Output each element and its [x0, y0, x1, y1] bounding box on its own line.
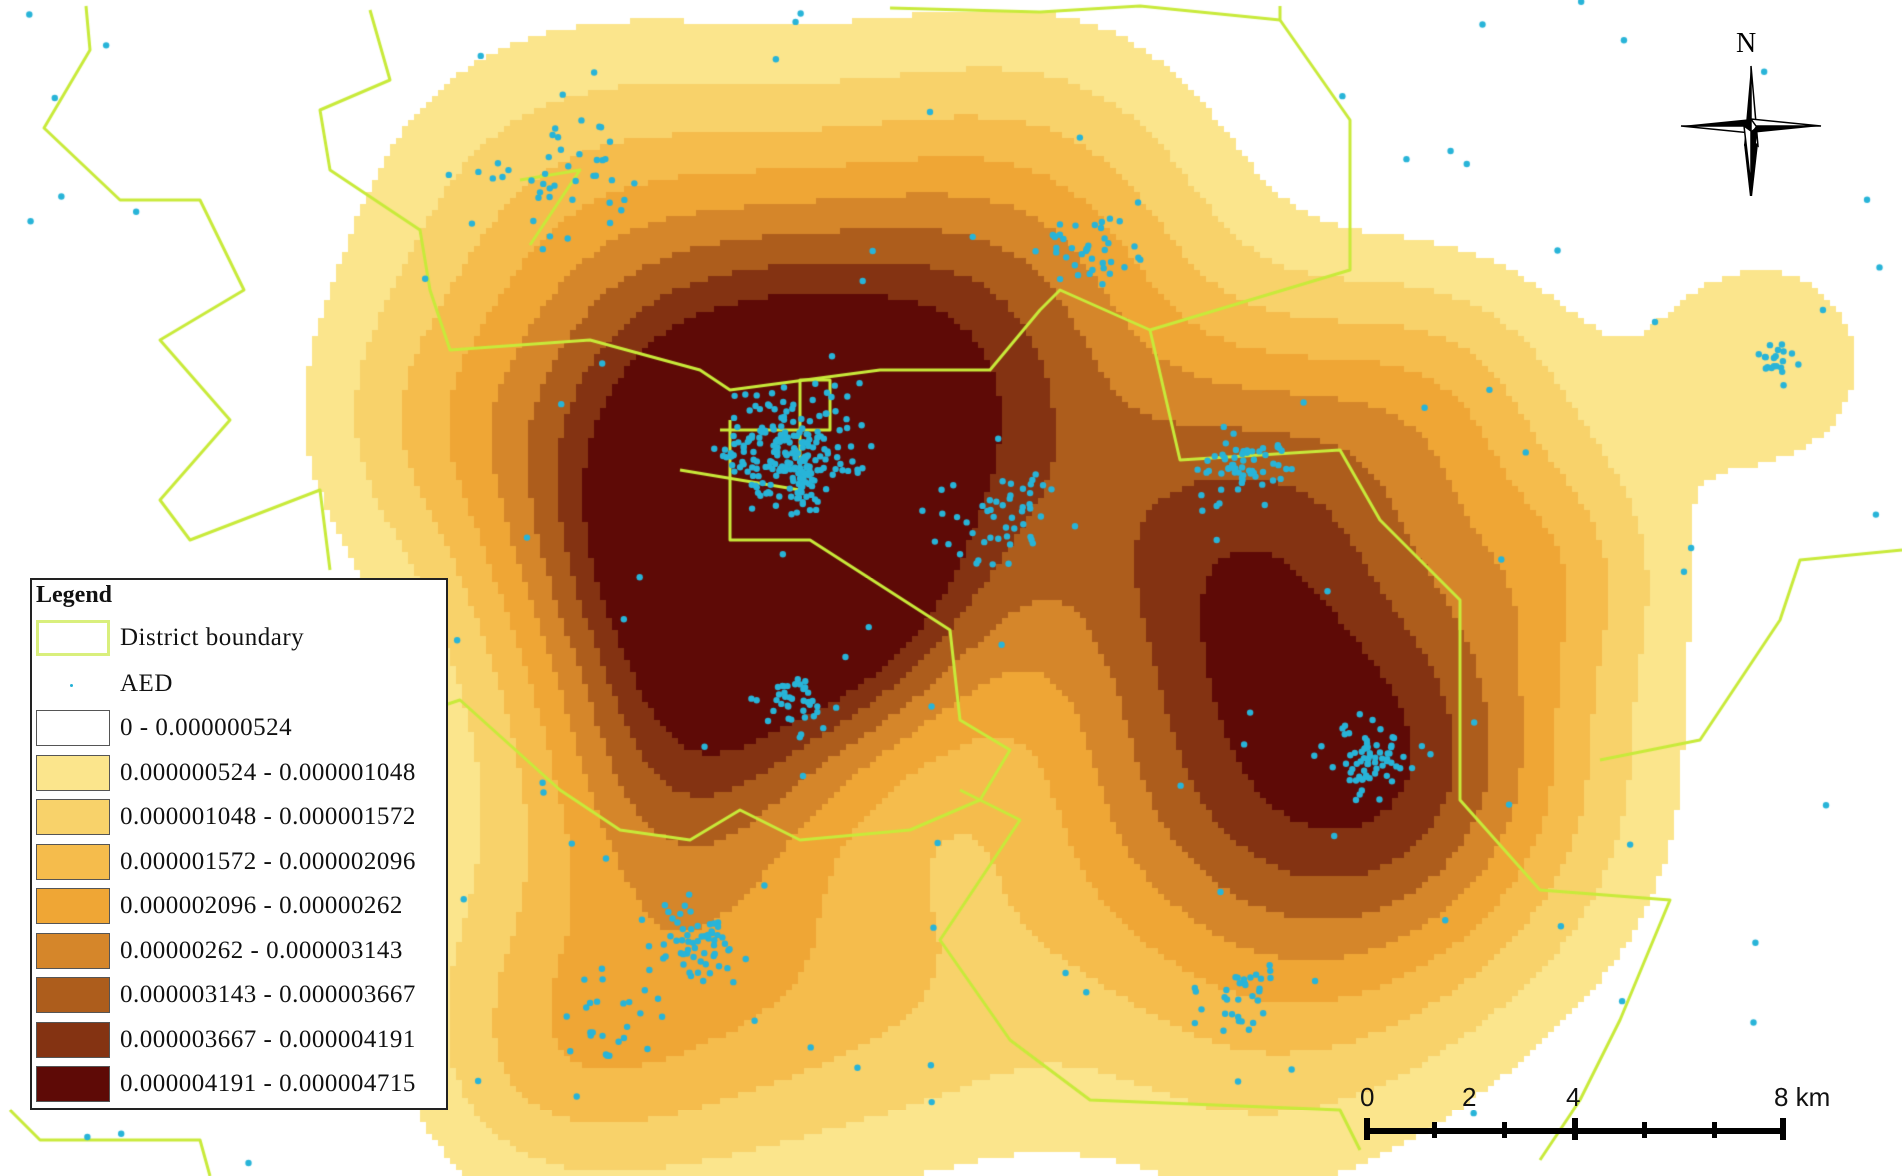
legend-label: 0.000003143 - 0.000003667 — [120, 981, 416, 1008]
legend-item-boundary: District boundary — [32, 616, 446, 660]
class-swatch — [36, 843, 110, 880]
legend-item-class: 0.00000262 - 0.000003143 — [32, 929, 446, 973]
class-swatch — [36, 799, 110, 835]
legend-label: 0.000001572 - 0.000002096 — [120, 847, 416, 875]
class-swatch — [36, 932, 110, 969]
class-swatch — [36, 754, 110, 791]
scale-bar-icon — [1364, 1118, 1786, 1140]
legend-label: 0.000003667 - 0.000004191 — [120, 1025, 416, 1053]
legend-item-class: 0.000003143 - 0.000003667 — [32, 973, 446, 1017]
legend-item-aed: AED — [32, 662, 446, 706]
legend-item-class: 0.000004191 - 0.000004715 — [32, 1062, 446, 1106]
legend-label: AED — [120, 670, 173, 697]
north-arrow-icon — [1680, 65, 1822, 196]
legend-label: 0.000004191 - 0.000004715 — [120, 1070, 416, 1097]
legend-title: Legend — [36, 582, 113, 608]
legend-label: 0.00000262 - 0.000003143 — [120, 936, 403, 964]
legend-item-class: 0.000001048 - 0.000001572 — [32, 795, 446, 839]
class-swatch — [36, 710, 110, 746]
class-swatch — [36, 1066, 110, 1102]
legend-label: 0.000000524 - 0.000001048 — [120, 758, 416, 786]
class-swatch — [36, 977, 110, 1013]
legend-item-class: 0.000001572 - 0.000002096 — [32, 840, 446, 884]
legend-label: 0.000002096 - 0.00000262 — [120, 892, 403, 919]
scale-label-2: 2 — [1462, 1082, 1477, 1112]
scale-label-8km: 8 km — [1774, 1082, 1831, 1112]
legend-item-class: 0.000000524 - 0.000001048 — [32, 751, 446, 795]
boundary-swatch — [36, 620, 110, 656]
legend-label: District boundary — [120, 624, 305, 651]
class-swatch — [36, 1021, 110, 1058]
scale-label-0: 0 — [1360, 1082, 1375, 1112]
legend-label: 0 - 0.000000524 — [120, 714, 293, 741]
legend-item-class: 0.000003667 - 0.000004191 — [32, 1018, 446, 1062]
legend-box: Legend District boundary AED 0 - 0.00000… — [30, 578, 448, 1110]
aed-swatch — [36, 666, 110, 702]
legend-item-class: 0 - 0.000000524 — [32, 706, 446, 750]
class-swatch — [36, 888, 110, 924]
north-label: N — [1736, 28, 1757, 59]
legend-label: 0.000001048 - 0.000001572 — [120, 803, 416, 830]
scale-label-4: 4 — [1566, 1082, 1581, 1112]
legend-item-class: 0.000002096 - 0.00000262 — [32, 884, 446, 928]
